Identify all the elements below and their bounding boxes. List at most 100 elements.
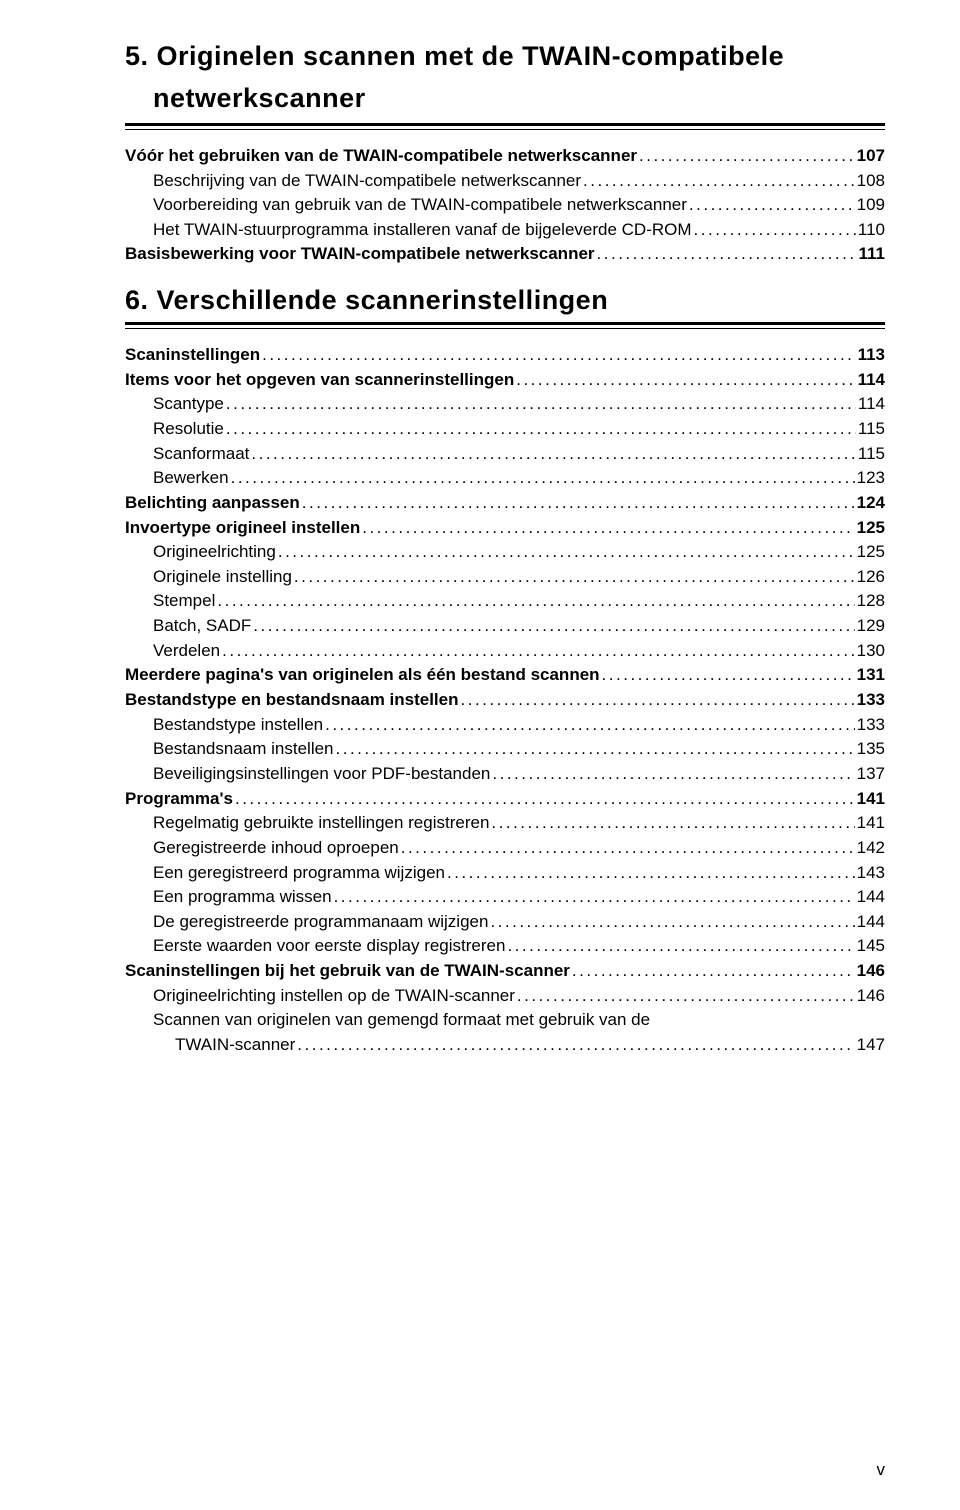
toc-leader-dots (294, 565, 855, 590)
toc-row: Scannen van originelen van gemengd forma… (125, 1008, 885, 1033)
toc-page: 143 (857, 861, 885, 886)
toc-page: 123 (857, 466, 885, 491)
chapter-5-title-line1: 5. Originelen scannen met de TWAIN-compa… (125, 38, 885, 74)
toc-label: Een programma wissen (125, 885, 332, 910)
toc-row: Geregistreerde inhoud oproepen 142 (125, 836, 885, 861)
toc-leader-dots (597, 242, 857, 267)
toc-label: Bestandstype en bestandsnaam instellen (125, 688, 459, 713)
toc-page: 146 (857, 959, 885, 984)
toc-label: Scannen van originelen van gemengd forma… (125, 1008, 650, 1033)
toc-leader-dots (602, 663, 855, 688)
toc-page: 131 (857, 663, 885, 688)
toc-row: Regelmatig gebruikte instellingen regist… (125, 811, 885, 836)
toc-row: Origineelrichting 125 (125, 540, 885, 565)
toc-leader-dots (507, 934, 854, 959)
toc-row: Meerdere pagina's van originelen als één… (125, 663, 885, 688)
toc-label: Origineelrichting (125, 540, 276, 565)
toc-leader-dots (362, 516, 854, 541)
toc-row: Een programma wissen 144 (125, 885, 885, 910)
toc-row: Originele instelling 126 (125, 565, 885, 590)
toc-label: Resolutie (125, 417, 224, 442)
toc-label: Verdelen (125, 639, 220, 664)
toc-leader-dots (492, 762, 854, 787)
toc-row: Items voor het opgeven van scannerinstel… (125, 368, 885, 393)
toc-row: Scanformaat 115 (125, 442, 885, 467)
toc-leader-dots (401, 836, 855, 861)
toc-label: TWAIN-scanner (125, 1033, 295, 1058)
toc-leader-dots (490, 910, 854, 935)
toc-leader-dots (639, 144, 855, 169)
toc-page: 137 (857, 762, 885, 787)
toc-label: Stempel (125, 589, 215, 614)
toc-page: 145 (857, 934, 885, 959)
toc-leader-dots (222, 639, 855, 664)
toc-label: Beveiligingsinstellingen voor PDF-bestan… (125, 762, 490, 787)
toc-leader-dots (231, 466, 855, 491)
toc-leader-dots (302, 491, 855, 516)
toc-row: Programma's141 (125, 787, 885, 812)
chapter-6-title: 6. Verschillende scannerinstellingen (125, 285, 885, 316)
toc-row: Stempel128 (125, 589, 885, 614)
toc-leader-dots (334, 885, 855, 910)
toc-page: 142 (857, 836, 885, 861)
toc-label: Bestandsnaam instellen (125, 737, 334, 762)
toc-label: Scanformaat (125, 442, 249, 467)
toc-label: Belichting aanpassen (125, 491, 300, 516)
toc-leader-dots (516, 368, 855, 393)
toc-page: 125 (857, 540, 885, 565)
divider-thick (125, 123, 885, 126)
toc-page: 147 (857, 1033, 885, 1058)
toc-page: 114 (858, 368, 885, 393)
toc-page: 130 (857, 639, 885, 664)
toc-row: Bestandstype instellen133 (125, 713, 885, 738)
toc-page: 146 (857, 984, 885, 1009)
toc-leader-dots (694, 218, 856, 243)
toc-leader-dots (336, 737, 855, 762)
toc-label: Bewerken (125, 466, 229, 491)
toc-leader-dots (689, 193, 855, 218)
toc-label: Vóór het gebruiken van de TWAIN-compatib… (125, 144, 637, 169)
toc-page: 144 (857, 885, 885, 910)
toc-label: Een geregistreerd programma wijzigen (125, 861, 445, 886)
chapter-5-title-line2: netwerkscanner (125, 80, 885, 116)
toc-page: 135 (857, 737, 885, 762)
toc-leader-dots (491, 811, 854, 836)
toc-label: Eerste waarden voor eerste display regis… (125, 934, 505, 959)
toc-page: 107 (857, 144, 885, 169)
toc-page: 124 (857, 491, 885, 516)
toc-label: Originele instelling (125, 565, 292, 590)
toc-row: Vóór het gebruiken van de TWAIN-compatib… (125, 144, 885, 169)
toc-label: Batch, SADF (125, 614, 251, 639)
toc-label: Voorbereiding van gebruik van de TWAIN-c… (125, 193, 687, 218)
toc-label: Meerdere pagina's van originelen als één… (125, 663, 600, 688)
toc-row: Beschrijving van de TWAIN-compatibele ne… (125, 169, 885, 194)
toc-row: Bestandstype en bestandsnaam instellen13… (125, 688, 885, 713)
toc-label: Scantype (125, 392, 224, 417)
toc-row: Invoertype origineel instellen125 (125, 516, 885, 541)
toc-row: Belichting aanpassen 124 (125, 491, 885, 516)
toc-label: Regelmatig gebruikte instellingen regist… (125, 811, 489, 836)
toc-row: Batch, SADF129 (125, 614, 885, 639)
toc-label: Geregistreerde inhoud oproepen (125, 836, 399, 861)
toc-page: 126 (857, 565, 885, 590)
toc-page: 144 (857, 910, 885, 935)
toc-page: 115 (858, 442, 885, 467)
toc-page: 109 (857, 193, 885, 218)
toc-row: Het TWAIN-stuurprogramma installeren van… (125, 218, 885, 243)
toc-page: 115 (858, 417, 885, 442)
toc-row: Bewerken 123 (125, 466, 885, 491)
chapter-6-toc: Scaninstellingen113Items voor het opgeve… (125, 343, 885, 1058)
toc-page: 113 (858, 343, 885, 368)
toc-row: Verdelen 130 (125, 639, 885, 664)
toc-row: Scaninstellingen bij het gebruik van de … (125, 959, 885, 984)
toc-label: Bestandstype instellen (125, 713, 323, 738)
toc-row: TWAIN-scanner 147 (125, 1033, 885, 1058)
toc-row: Origineelrichting instellen op de TWAIN-… (125, 984, 885, 1009)
toc-leader-dots (217, 589, 854, 614)
toc-row: De geregistreerde programmanaam wijzigen… (125, 910, 885, 935)
toc-page: 141 (857, 787, 885, 812)
divider-thin (125, 129, 885, 130)
toc-row: Eerste waarden voor eerste display regis… (125, 934, 885, 959)
toc-leader-dots (226, 392, 856, 417)
toc-leader-dots (253, 614, 854, 639)
